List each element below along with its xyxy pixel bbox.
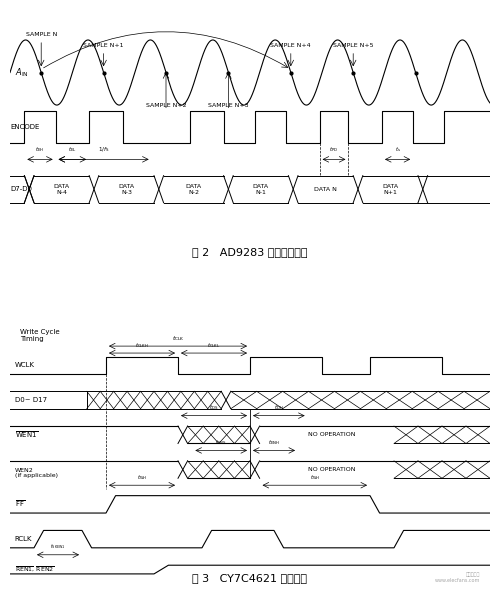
Text: RCLK: RCLK [15, 536, 32, 542]
Text: SAMPLE N+2: SAMPLE N+2 [146, 102, 186, 108]
Text: Write Cycle
Timing: Write Cycle Timing [20, 329, 59, 342]
Text: $t_{\rm SKEW1}$: $t_{\rm SKEW1}$ [50, 542, 66, 551]
Text: DATA
N-1: DATA N-1 [252, 184, 269, 195]
Text: WCLK: WCLK [15, 362, 35, 368]
Text: 图 2   AD9283 的工作时序图: 图 2 AD9283 的工作时序图 [192, 247, 308, 257]
Text: $t_{\rm PD}$: $t_{\rm PD}$ [330, 145, 338, 154]
Text: $t_{\rm EH}$: $t_{\rm EH}$ [36, 145, 44, 154]
Text: $\overline{\rm WEN1}$: $\overline{\rm WEN1}$ [15, 430, 38, 440]
Text: 图 3   CY7C4621 写时序图: 图 3 CY7C4621 写时序图 [192, 572, 308, 583]
Text: $\overline{\rm FF}$: $\overline{\rm FF}$ [15, 499, 25, 510]
Text: $\overline{\rm REN1}$, $\overline{\rm REN2}$: $\overline{\rm REN1}$, $\overline{\rm RE… [15, 565, 54, 574]
Text: SAMPLE N+3: SAMPLE N+3 [208, 102, 248, 108]
Text: ENCODE: ENCODE [10, 124, 40, 130]
Text: WEN2
(if applicable): WEN2 (if applicable) [15, 468, 58, 478]
Text: $t_{\rm CLKL}$: $t_{\rm CLKL}$ [207, 340, 221, 349]
Text: NO OPERATION: NO OPERATION [308, 432, 355, 437]
Text: $A_{\rm IN}$: $A_{\rm IN}$ [15, 66, 28, 79]
Text: DATA
N+1: DATA N+1 [382, 184, 398, 195]
Text: $t_{\rm CLK}$: $t_{\rm CLK}$ [172, 334, 184, 343]
Text: D0~ D17: D0~ D17 [15, 397, 47, 403]
Text: DATA N: DATA N [314, 186, 337, 192]
Text: $t_{\rm DH}$: $t_{\rm DH}$ [274, 403, 283, 412]
Text: D7-D0: D7-D0 [10, 186, 32, 192]
Text: $t_{\rm EL}$: $t_{\rm EL}$ [68, 145, 77, 154]
Text: $t_{\rm CLKH}$: $t_{\rm CLKH}$ [135, 340, 149, 349]
Text: $1/f_{\rm S}$: $1/f_{\rm S}$ [98, 145, 110, 154]
Text: $t_{\rm WH}$: $t_{\rm WH}$ [310, 473, 320, 482]
Text: $t_{\rm WH}$: $t_{\rm WH}$ [137, 473, 147, 482]
Text: $t_{\rm s}$: $t_{\rm s}$ [394, 145, 400, 154]
Text: DATA
N-4: DATA N-4 [54, 184, 70, 195]
Text: SAMPLE N: SAMPLE N [26, 32, 57, 37]
Text: $t_{\rm ENH}$: $t_{\rm ENH}$ [268, 438, 280, 447]
Text: $t_{\rm DS}$: $t_{\rm DS}$ [210, 403, 218, 412]
Text: $t_{\rm ENS}$: $t_{\rm ENS}$ [216, 438, 227, 447]
Text: SAMPLE N+1: SAMPLE N+1 [84, 43, 124, 48]
Text: 电子发烧友
www.elecfans.com: 电子发烧友 www.elecfans.com [435, 572, 480, 583]
Text: NO OPERATION: NO OPERATION [308, 467, 355, 472]
Text: SAMPLE N+5: SAMPLE N+5 [333, 43, 374, 48]
Text: DATA
N-2: DATA N-2 [186, 184, 202, 195]
Text: DATA
N-3: DATA N-3 [118, 184, 134, 195]
Text: SAMPLE N+4: SAMPLE N+4 [270, 43, 311, 48]
